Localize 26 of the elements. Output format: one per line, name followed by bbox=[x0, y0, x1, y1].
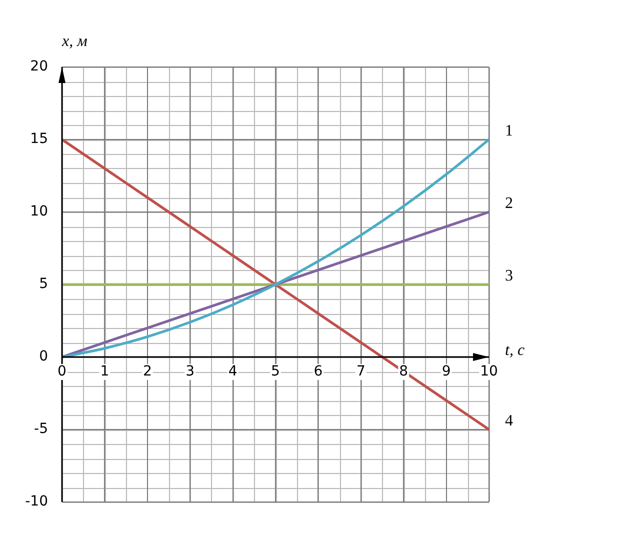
series-label: 4 bbox=[505, 412, 513, 430]
y-tick-label: 20 bbox=[30, 58, 48, 75]
y-tick-label: -5 bbox=[34, 421, 48, 438]
x-tick-label: 3 bbox=[186, 364, 195, 380]
x-tick-label: 0 bbox=[58, 364, 66, 380]
x-tick-label: 5 bbox=[271, 364, 280, 380]
series-label: 2 bbox=[505, 195, 513, 212]
x-tick-label: 10 bbox=[480, 364, 498, 380]
x-tick-label: 4 bbox=[228, 364, 238, 380]
x-tick-label: 9 bbox=[442, 364, 451, 380]
y-tick-label: 5 bbox=[39, 276, 48, 292]
y-axis-title: x, м bbox=[61, 33, 88, 50]
y-tick-label: -10 bbox=[25, 494, 48, 510]
series-label: 3 bbox=[505, 268, 513, 285]
x-tick-label: 2 bbox=[142, 364, 152, 380]
y-tick-label: 10 bbox=[30, 204, 48, 220]
x-axis-title: t, c bbox=[505, 342, 525, 360]
line-series bbox=[62, 210, 489, 358]
line-series bbox=[62, 138, 489, 358]
y-tick-label: 15 bbox=[30, 131, 48, 148]
y-tick-label: 0 bbox=[39, 348, 48, 365]
x-tick-label: 8 bbox=[399, 364, 408, 380]
x-tick-label: 7 bbox=[356, 364, 366, 380]
x-tick-label: 6 bbox=[314, 364, 323, 380]
series-label: 1 bbox=[505, 122, 513, 140]
x-tick-label: 1 bbox=[100, 364, 110, 380]
